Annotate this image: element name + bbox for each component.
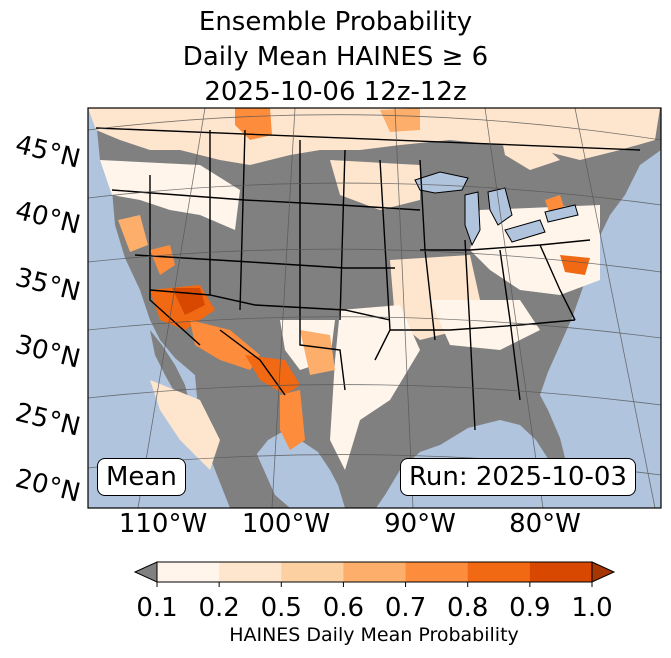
lon-label-80: 80°W — [509, 509, 581, 539]
lat-label-35: 35°N — [12, 263, 83, 308]
run-date-label: Run: 2025-10-03 — [400, 458, 636, 496]
map-frame — [87, 107, 662, 509]
colorbar-frame — [156, 561, 593, 583]
colorbar-bin — [281, 562, 344, 582]
lon-label-100: 100°W — [242, 509, 330, 539]
colorbar-under-arrow — [133, 561, 158, 583]
colorbar-tick-label: 0.1 — [136, 593, 177, 623]
colorbar-bin — [529, 562, 593, 582]
colorbar-tick-label: 0.9 — [509, 593, 550, 623]
latitude-labels: 45°N 40°N 35°N 30°N 25°N 20°N — [12, 130, 83, 509]
lat-label-45: 45°N — [12, 130, 83, 175]
title-line-2: Daily Mean HAINES ≥ 6 — [182, 42, 489, 72]
lat-label-40: 40°N — [12, 196, 83, 241]
colorbar-tick-label: 0.2 — [198, 593, 239, 623]
state-borders — [95, 127, 641, 431]
colorbar-bin — [343, 562, 407, 582]
colorbar-bin — [219, 562, 282, 582]
longitude-labels: 110°W 100°W 90°W 80°W — [119, 509, 581, 539]
map-panel — [88, 108, 661, 508]
colorbar-tick-label: 0.6 — [323, 593, 364, 623]
colorbar-over-arrow — [591, 561, 616, 583]
colorbar-bin — [467, 562, 531, 582]
colorbar: 0.1 0.2 0.5 0.6 0.7 0.8 0.9 1.0 — [133, 561, 616, 623]
colorbar-bin — [157, 562, 220, 582]
colorbar-tick-label: 0.7 — [385, 593, 426, 623]
lon-label-110: 110°W — [119, 509, 207, 539]
lat-label-20: 20°N — [12, 464, 83, 509]
title-line-3: 2025-10-06 12z-12z — [204, 77, 467, 107]
colorbar-tick-label: 0.8 — [447, 593, 488, 623]
colorbar-tick-label: 0.5 — [261, 593, 302, 623]
great-lakes — [414, 171, 579, 247]
colorbar-bin — [405, 562, 469, 582]
mean-label: Mean — [97, 458, 186, 496]
colorbar-label: HAINES Daily Mean Probability — [229, 624, 519, 646]
lat-label-30: 30°N — [12, 330, 83, 375]
lat-label-25: 25°N — [12, 398, 83, 443]
lon-label-90: 90°W — [384, 509, 456, 539]
title-line-1: Ensemble Probability — [198, 7, 473, 37]
mexico-mainland — [195, 375, 290, 508]
colorbar-tick-label: 1.0 — [571, 593, 612, 623]
baja-peninsula — [150, 330, 190, 405]
